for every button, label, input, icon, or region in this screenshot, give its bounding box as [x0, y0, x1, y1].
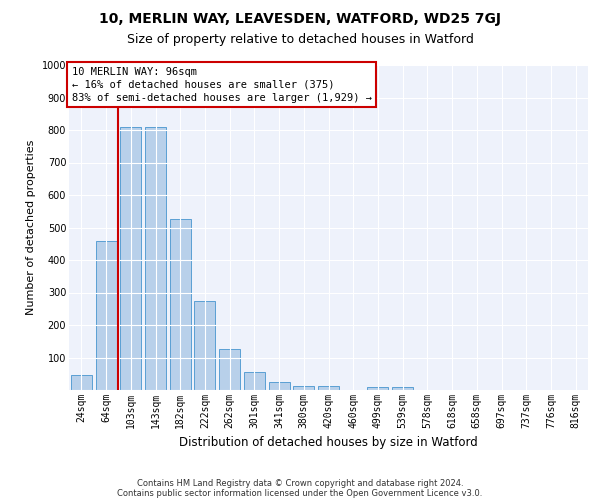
Y-axis label: Number of detached properties: Number of detached properties — [26, 140, 36, 315]
X-axis label: Distribution of detached houses by size in Watford: Distribution of detached houses by size … — [179, 436, 478, 450]
Bar — [71, 376, 92, 390]
Bar — [293, 386, 314, 390]
Bar — [170, 220, 191, 390]
Bar — [269, 382, 290, 390]
Bar — [392, 387, 413, 390]
Text: Contains HM Land Registry data © Crown copyright and database right 2024.: Contains HM Land Registry data © Crown c… — [137, 478, 463, 488]
Bar — [318, 386, 339, 390]
Text: 10, MERLIN WAY, LEAVESDEN, WATFORD, WD25 7GJ: 10, MERLIN WAY, LEAVESDEN, WATFORD, WD25… — [99, 12, 501, 26]
Bar — [120, 126, 141, 390]
Bar — [244, 372, 265, 390]
Bar — [219, 350, 240, 390]
Bar — [367, 387, 388, 390]
Bar — [145, 126, 166, 390]
Text: 10 MERLIN WAY: 96sqm
← 16% of detached houses are smaller (375)
83% of semi-deta: 10 MERLIN WAY: 96sqm ← 16% of detached h… — [71, 66, 371, 103]
Text: Contains public sector information licensed under the Open Government Licence v3: Contains public sector information licen… — [118, 488, 482, 498]
Bar — [95, 240, 116, 390]
Text: Size of property relative to detached houses in Watford: Size of property relative to detached ho… — [127, 32, 473, 46]
Bar — [194, 300, 215, 390]
